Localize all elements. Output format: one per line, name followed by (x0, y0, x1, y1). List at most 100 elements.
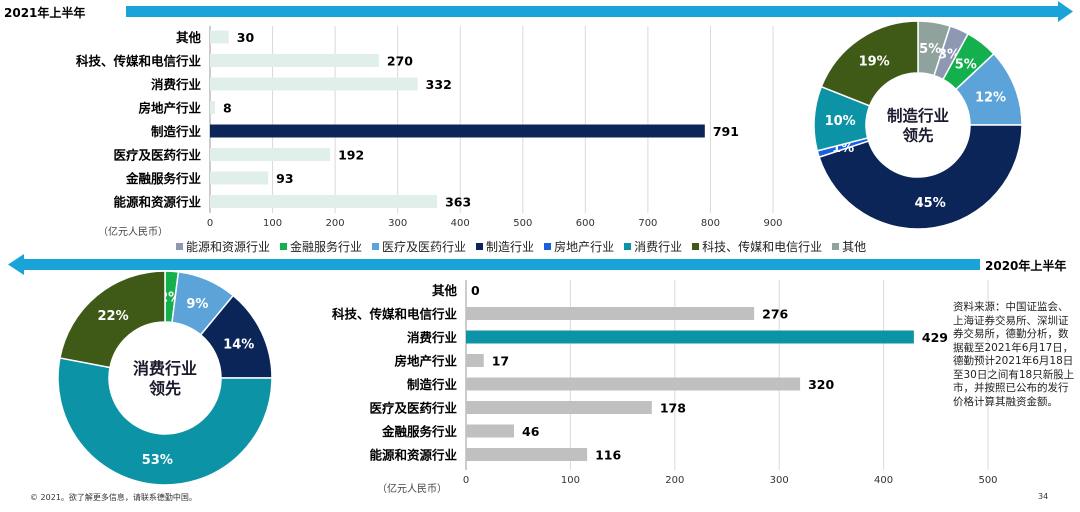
bar2021-category-label: 金融服务行业 (125, 171, 202, 186)
bar2020-bar (466, 354, 484, 367)
bar2020-bar (466, 401, 652, 414)
bar2020-bar (466, 424, 515, 438)
bar2020-tick-label: 500 (978, 475, 997, 486)
bar2020-bar (466, 377, 801, 391)
bar2021-value-label: 363 (445, 195, 471, 210)
bar2020-bar (466, 448, 588, 461)
bar2021-value-label: 270 (387, 54, 413, 69)
bar2021-bar (210, 195, 438, 208)
bar2021-tick-label: 300 (388, 218, 407, 229)
bar2021-tick-label: 0 (207, 218, 213, 229)
legend-item: 制造行业 (476, 238, 534, 255)
bar2021-category-label: 房地产行业 (138, 101, 201, 116)
bar2021-value-label: 192 (338, 148, 364, 163)
bar2020-value-label: 0 (471, 283, 480, 298)
bar2021-tick-label: 100 (263, 218, 282, 229)
bar2020-category-label: 科技、传媒和电信行业 (332, 307, 458, 322)
legend-swatch (280, 243, 288, 250)
bar2021-tick-label: 800 (701, 218, 720, 229)
donut2020-center-label: 领先 (149, 379, 181, 398)
banner-arrow-2021-shaft (126, 6, 1060, 17)
legend-item: 科技、传媒和电信行业 (692, 238, 822, 255)
bar2020-category-label: 制造行业 (407, 377, 458, 392)
legend-label: 科技、传媒和电信行业 (702, 240, 823, 254)
legend-item: 房地产行业 (544, 238, 614, 255)
bar2020-bar (466, 307, 755, 320)
bar2020-value-label: 17 (492, 354, 509, 369)
bar2021-unit-label: （亿元人民币） (98, 225, 168, 238)
bar2021-tick-label: 700 (638, 218, 657, 229)
bar2021-bar (210, 30, 229, 44)
donut2021-slice-label: 5% (955, 57, 977, 72)
legend-label: 金融服务行业 (290, 240, 363, 254)
page-number: 34 (1038, 492, 1049, 501)
bar2021-value-label: 93 (276, 171, 293, 186)
bar2021-tick-label: 600 (576, 218, 595, 229)
bar2021-category-label: 消费行业 (151, 77, 202, 92)
donut2020-slice-label: 9% (186, 297, 208, 312)
bar2020-unit-label: （亿元人民币） (377, 482, 447, 495)
donut2021-slice-label: 10% (825, 114, 856, 129)
donut2021-slice-label: 5% (919, 42, 941, 57)
legend-item: 其他 (832, 238, 866, 255)
source-note: 资料来源：中国证监会、上海证券交易所、深圳证券交易所，德勤分析，数据截至2021… (953, 301, 1075, 408)
donut2020-center-label: 消费行业 (133, 359, 197, 378)
bar2021-tick-label: 400 (451, 218, 470, 229)
bar2021-value-label: 791 (713, 124, 739, 139)
legend-label: 医疗及医药行业 (382, 240, 467, 254)
donut2021-slice-label: 45% (915, 196, 946, 211)
bar2021-tick-label: 900 (763, 218, 782, 229)
donut2020-slice (59, 270, 166, 369)
bar2020-value-label: 46 (522, 424, 540, 439)
legend-label: 房地产行业 (554, 240, 615, 254)
donut2021-slice (820, 20, 919, 107)
footer-copyright: © 2021。欲了解更多信息，请联系德勤中国。 (30, 493, 197, 502)
donut2021-slice-label: 19% (859, 54, 890, 69)
bar2021-category-label: 医疗及医药行业 (113, 148, 201, 163)
donut2020-slice-label: 22% (97, 309, 128, 324)
bar2020-value-label: 429 (922, 330, 948, 345)
bar2020-tick-label: 400 (874, 475, 893, 486)
legend-label: 消费行业 (634, 240, 683, 254)
bar2020-tick-label: 0 (463, 475, 469, 486)
bar2020-category-label: 房地产行业 (394, 354, 457, 369)
bar2020-bar (466, 330, 914, 344)
bar2021-category-label: 其他 (176, 30, 202, 45)
bar2020-tick-label: 100 (561, 475, 580, 486)
banner-arrow-2020-head (8, 254, 24, 275)
chart-legend: 能源和资源行业 金融服务行业 医疗及医药行业 制造行业 房地产行业 消费行业 科技、传媒和电… (176, 238, 866, 255)
donut2020-slice-label: 14% (223, 337, 254, 352)
bar2020-tick-label: 300 (770, 475, 789, 486)
bar2020-category-label: 金融服务行业 (381, 424, 458, 439)
bar2020-category-label: 其他 (432, 283, 458, 298)
donut2020-slice-label: 53% (142, 453, 173, 468)
banner-arrow-2020-shaft (22, 259, 980, 270)
legend-label: 能源和资源行业 (186, 240, 271, 254)
bar2020-category-label: 消费行业 (407, 330, 458, 345)
bar2021-tick-label: 500 (513, 218, 532, 229)
legend-swatch (624, 243, 632, 250)
legend-swatch (176, 243, 183, 250)
bar2021-value-label: 332 (426, 77, 452, 92)
legend-swatch (544, 243, 552, 250)
legend-swatch (832, 243, 840, 250)
bar2021-bar (210, 77, 418, 91)
donut2021-slice (818, 124, 1023, 230)
legend-swatch (372, 243, 380, 250)
bar2021-category-label: 科技、传媒和电信行业 (76, 54, 202, 69)
bar2021-bar (210, 171, 269, 185)
bar2020-value-label: 178 (660, 401, 686, 416)
legend-label: 制造行业 (486, 240, 535, 254)
banner-arrow-2021-head (1058, 1, 1073, 22)
bar2020-value-label: 320 (808, 377, 834, 392)
legend-item: 医疗及医药行业 (372, 238, 466, 255)
bar2020-value-label: 116 (595, 448, 621, 463)
donut2021-center-label: 制造行业 (887, 106, 949, 125)
bar2020-value-label: 276 (762, 307, 788, 322)
chart-title-2020: 2020年上半年 (985, 258, 1066, 273)
chart-title-2021: 2021年上半年 (4, 5, 85, 20)
donut2021-slice-label: 12% (975, 90, 1006, 105)
bar2020-category-label: 医疗及医药行业 (369, 401, 457, 416)
bar2021-bar (210, 101, 216, 114)
legend-item: 金融服务行业 (280, 238, 362, 255)
